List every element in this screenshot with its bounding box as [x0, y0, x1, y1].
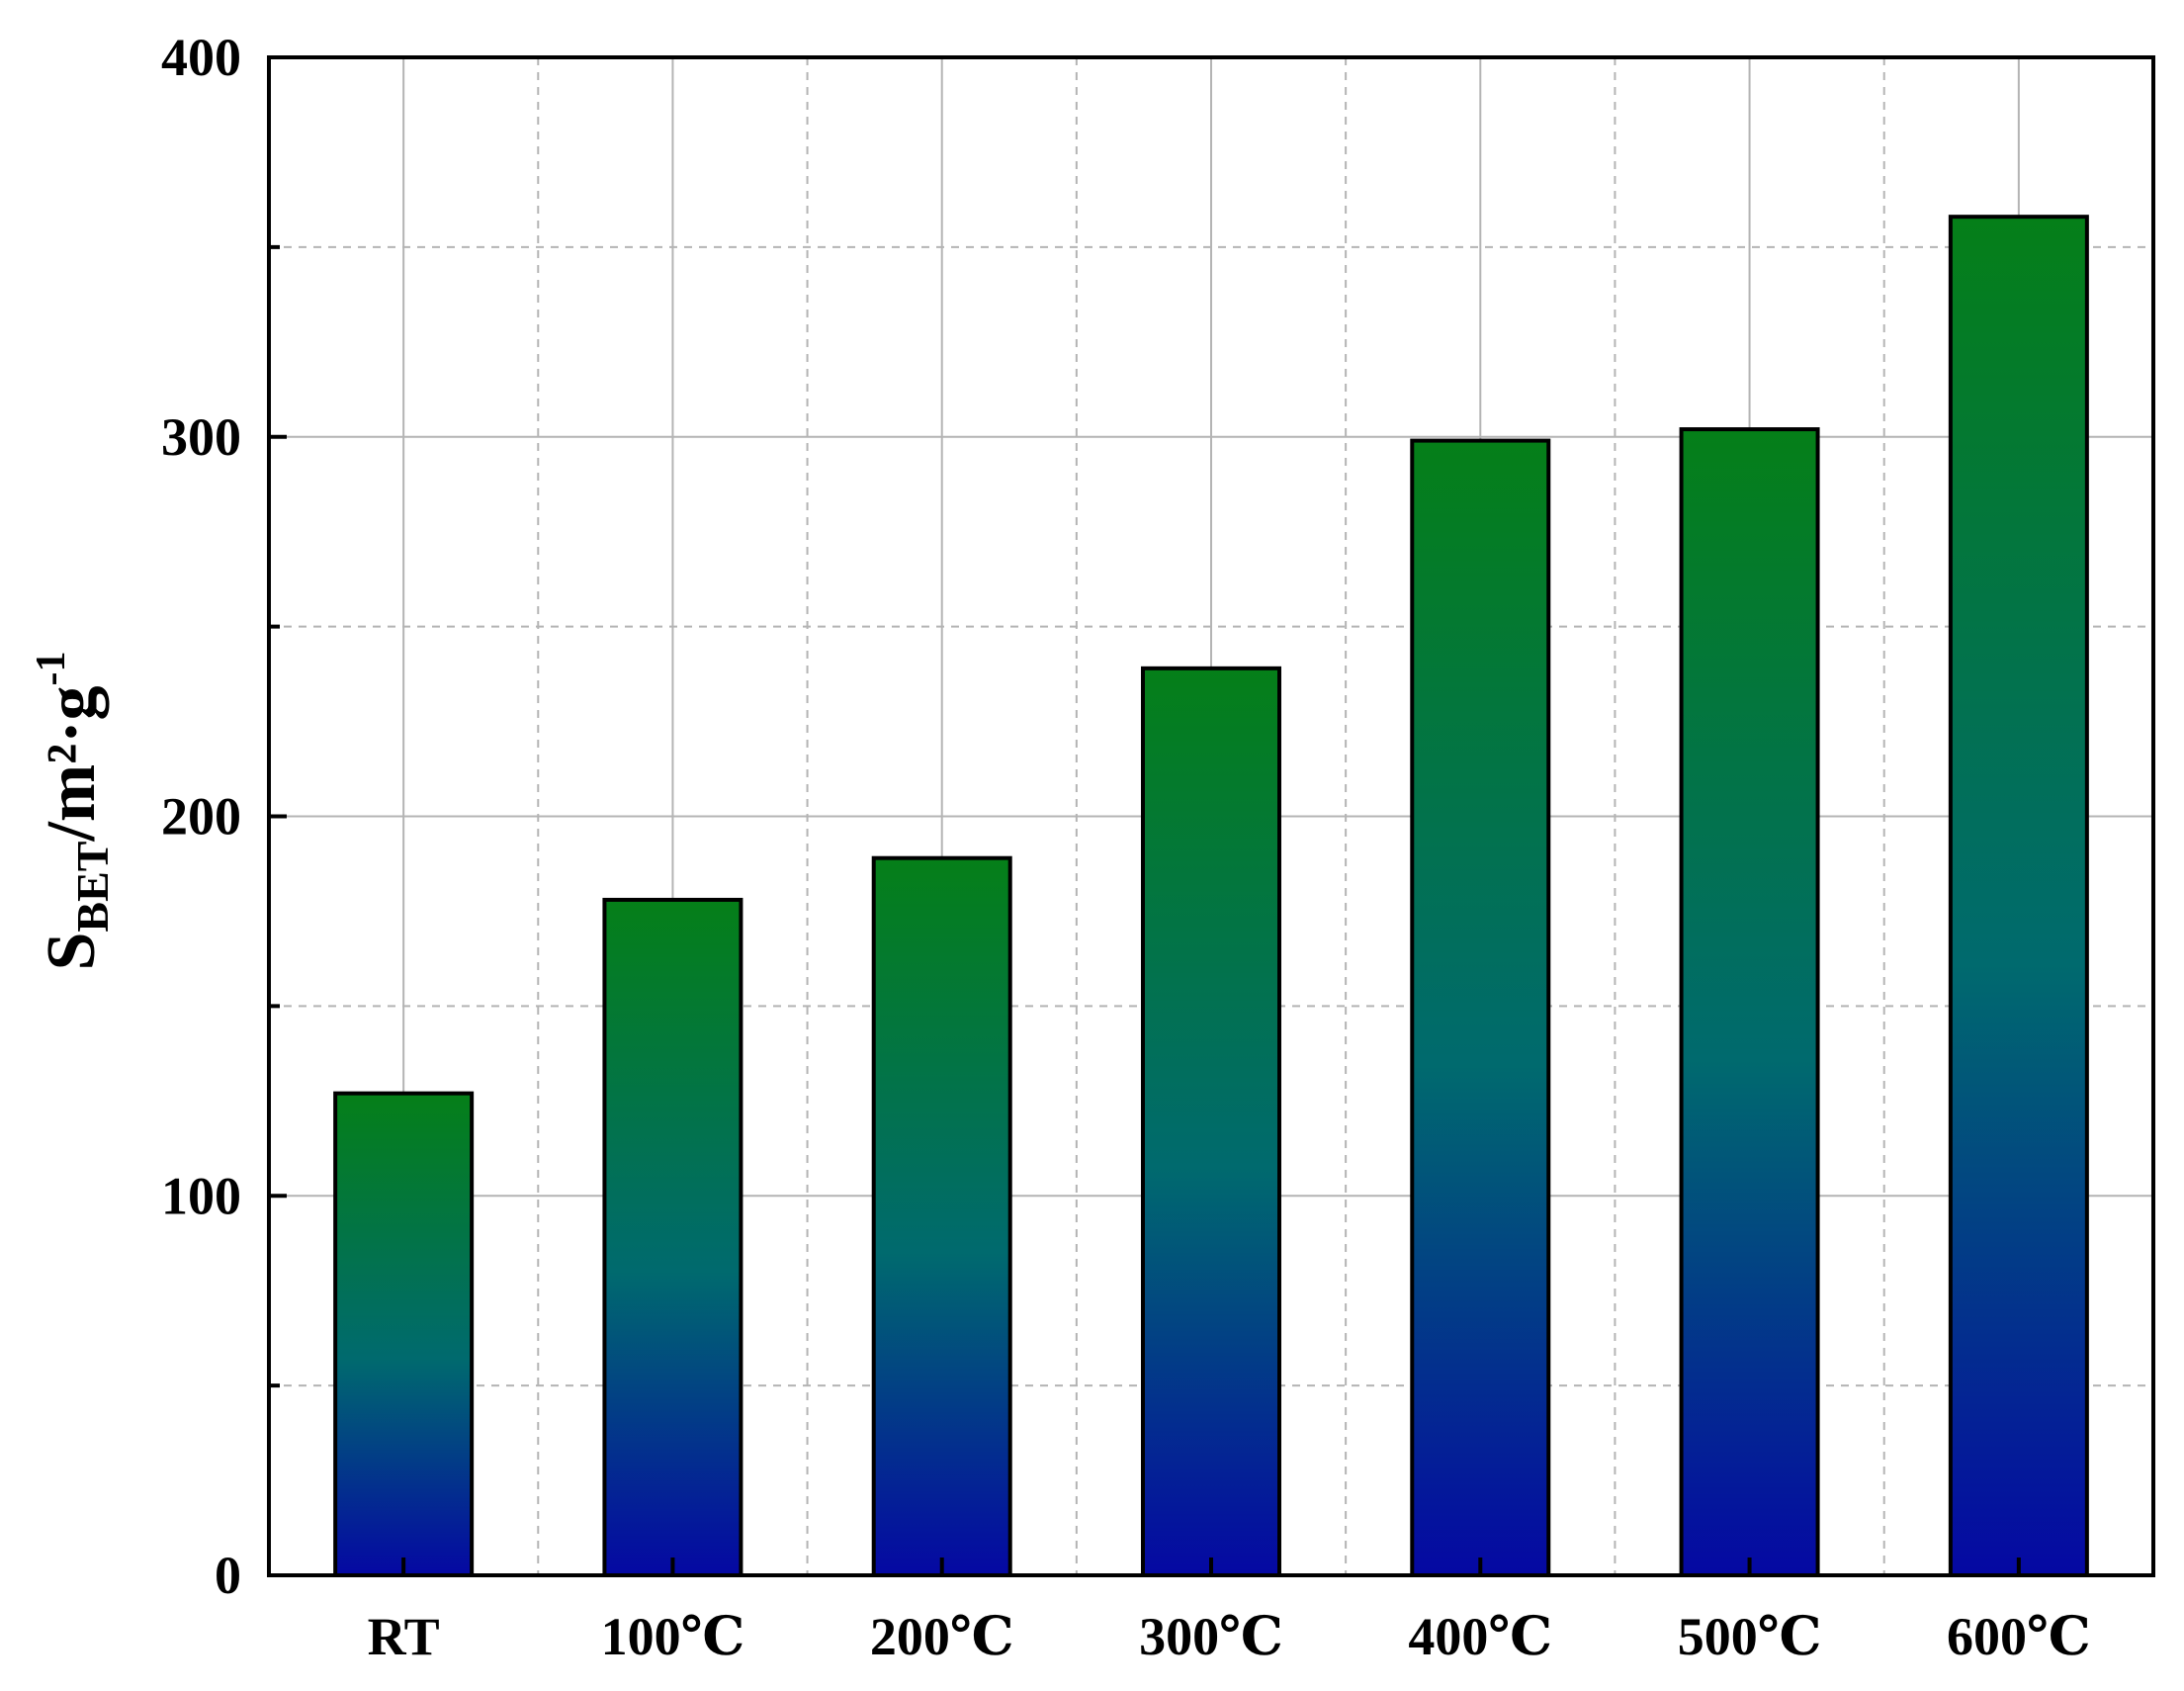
bar-2 — [871, 855, 1012, 1577]
y-tick-labels: 0 100 200 300 400 — [161, 28, 241, 1605]
bar-0 — [333, 1091, 475, 1577]
bar-3 — [1141, 666, 1281, 1577]
y-tick-label: 100 — [161, 1166, 241, 1225]
x-tick-label: 100℃ — [601, 1607, 745, 1666]
x-tick-label: 600℃ — [1947, 1607, 2091, 1666]
bar-6 — [1948, 215, 2089, 1577]
x-tick-label: 400℃ — [1408, 1607, 1552, 1666]
x-tick-label: 200℃ — [870, 1607, 1014, 1666]
x-tick-label: 300℃ — [1139, 1607, 1283, 1666]
x-tick-label: RT — [368, 1607, 440, 1666]
bar-4 — [1410, 438, 1551, 1577]
bar-5 — [1679, 427, 1820, 1578]
y-tick-label: 200 — [161, 787, 241, 846]
y-axis-title-subscript: BET — [67, 842, 118, 933]
x-tick-label: 500℃ — [1678, 1607, 1822, 1666]
y-tick-label: 400 — [161, 28, 241, 87]
y-axis-title: SBET/m²·g-1 — [29, 651, 118, 970]
y-tick-label: 300 — [161, 407, 241, 467]
bar-1 — [602, 897, 743, 1577]
y-axis-title-main: S — [34, 933, 110, 971]
x-tick-labels: RT 100℃ 200℃ 300℃ 400℃ 500℃ 600℃ — [368, 1607, 2091, 1666]
y-tick-label: 0 — [215, 1546, 241, 1605]
y-axis-title-superscript: -1 — [29, 651, 74, 685]
y-axis-title-unit: /m²·g — [34, 685, 110, 842]
axis-ticks — [269, 55, 2021, 1577]
